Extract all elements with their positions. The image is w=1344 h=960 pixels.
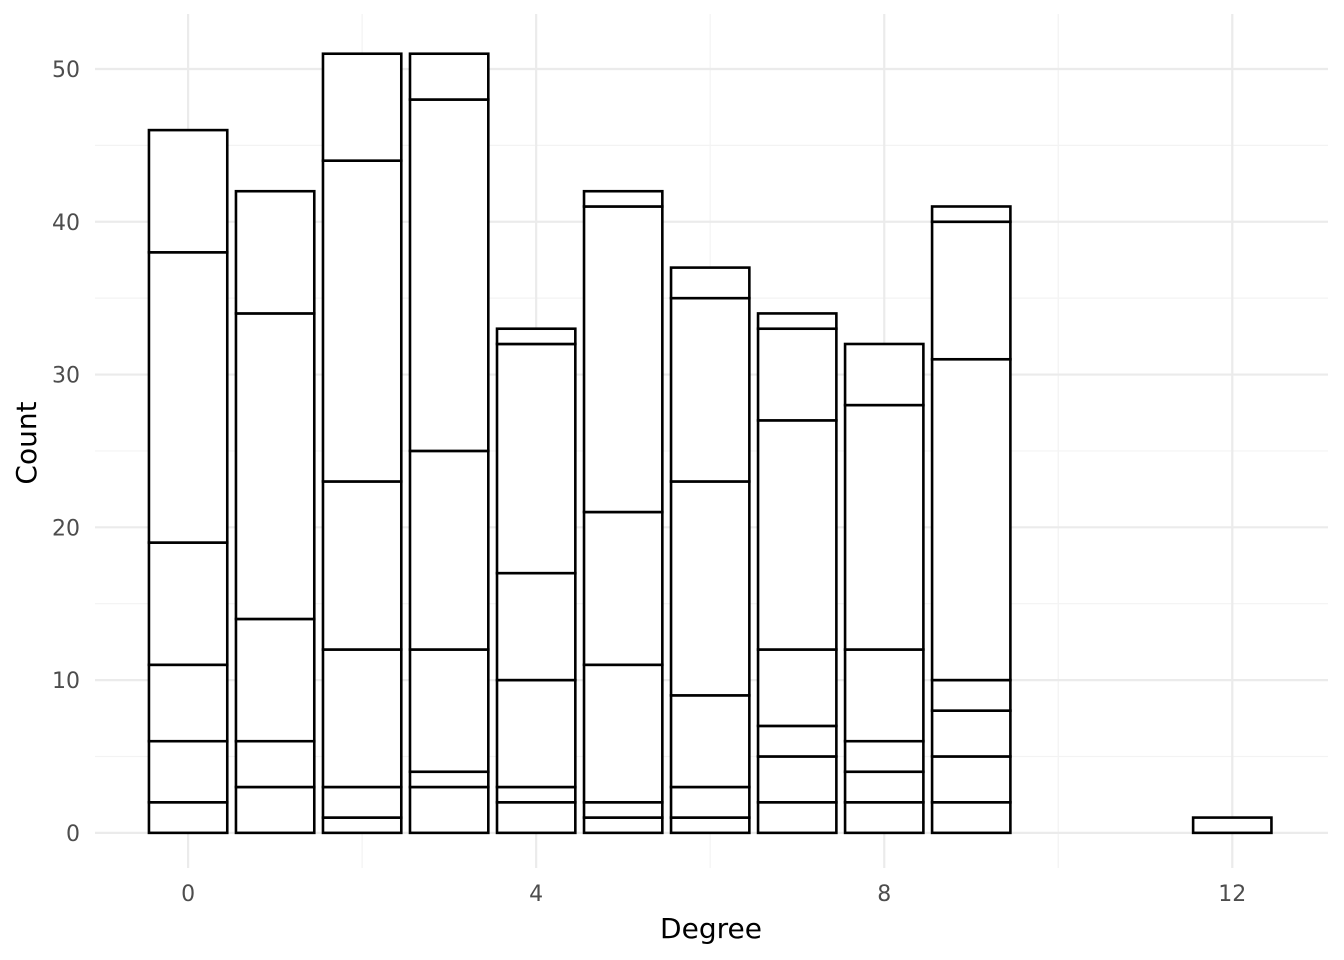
bar-segment [756, 648, 838, 728]
bar-segment [669, 296, 751, 483]
bar-segment [408, 648, 490, 774]
bar-segment [234, 617, 316, 743]
bar-segment [756, 801, 838, 835]
bar-segment [234, 785, 316, 835]
y-tick-label: 0 [66, 822, 80, 847]
bar-segment [930, 357, 1012, 682]
bar-segment [321, 480, 403, 651]
bar-segment [930, 220, 1012, 361]
bar-segment [147, 801, 229, 835]
bar-stack [321, 52, 403, 835]
bar-segment [756, 755, 838, 804]
bar-segment [495, 678, 577, 789]
bar-segment [582, 663, 664, 804]
bar-segment [669, 785, 751, 819]
bar-segment [930, 801, 1012, 835]
bar-segment [321, 159, 403, 483]
bar-stack [1191, 816, 1273, 835]
bar-segment [408, 785, 490, 835]
bar-segment [669, 480, 751, 697]
bar-stack [495, 327, 577, 835]
x-axis-title: Degree [660, 912, 762, 945]
y-axis-title: Count [10, 401, 43, 484]
bar-segment [669, 694, 751, 789]
bar-segment [408, 52, 490, 101]
bar-segment [147, 251, 229, 544]
bar-segment [756, 419, 838, 651]
x-tick-label: 4 [529, 882, 543, 907]
bar-segment [408, 449, 490, 651]
bar-segment [234, 312, 316, 621]
bar-segment [408, 770, 490, 789]
bar-stack [408, 52, 490, 835]
bar-segment [147, 128, 229, 254]
bar-segment [495, 785, 577, 804]
bar-segment [408, 98, 490, 453]
bar-segment [930, 205, 1012, 224]
bar-segment [843, 801, 925, 835]
bar-segment [321, 648, 403, 789]
bar-stack [930, 205, 1012, 835]
bar-segment [1191, 816, 1273, 835]
bar-segment [756, 312, 838, 331]
bar-segment [234, 189, 316, 315]
bar-segment [669, 266, 751, 300]
bar-segment [234, 739, 316, 789]
bar-segment [930, 678, 1012, 712]
bar-segment [930, 755, 1012, 804]
bar-segment [582, 816, 664, 835]
x-tick-label: 0 [181, 882, 195, 907]
bar-segment [495, 571, 577, 682]
bar-stack [234, 189, 316, 835]
bar-segment [582, 801, 664, 819]
bar-stack [756, 312, 838, 835]
bar-segment [930, 709, 1012, 758]
bar-segment [756, 327, 838, 422]
bar-segment [843, 403, 925, 651]
bar-segment [147, 541, 229, 667]
bar-segment [669, 816, 751, 835]
bar-segment [843, 770, 925, 804]
bar-segment [321, 52, 403, 162]
y-tick-label: 50 [52, 58, 80, 83]
bar-segment [147, 663, 229, 743]
bar-stack [843, 342, 925, 835]
bar-segment [321, 785, 403, 819]
y-tick-label: 40 [52, 211, 80, 236]
bar-segment [321, 816, 403, 835]
bar-segment [843, 739, 925, 774]
bar-segment [582, 510, 664, 667]
bars [147, 52, 1273, 835]
x-tick-label: 12 [1218, 882, 1246, 907]
y-axis-ticks: 0 10 20 30 40 50 [52, 58, 80, 847]
bar-segment [495, 801, 577, 835]
y-tick-label: 30 [52, 364, 80, 389]
bar-segment [582, 205, 664, 514]
x-axis-ticks: 0 4 8 12 [181, 882, 1246, 907]
y-tick-label: 10 [52, 669, 80, 694]
bar-segment [582, 189, 664, 208]
bar-segment [843, 342, 925, 407]
bar-stack [582, 189, 664, 835]
bar-segment [495, 327, 577, 346]
bar-stack [669, 266, 751, 835]
bar-segment [756, 724, 838, 758]
bar-segment [495, 342, 577, 575]
y-tick-label: 20 [52, 516, 80, 541]
bar-segment [843, 648, 925, 743]
x-tick-label: 8 [877, 882, 891, 907]
bar-segment [147, 739, 229, 804]
bar-stack [147, 128, 229, 835]
